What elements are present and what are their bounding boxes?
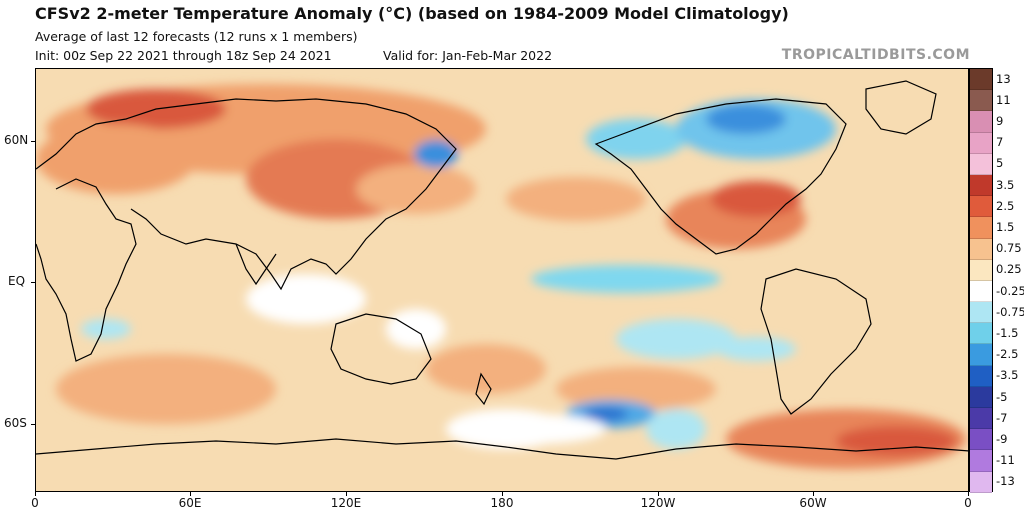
lon-label-60e: 60E [178, 496, 202, 510]
lat-label-eq: EQ [8, 274, 26, 288]
colorbar-swatch [970, 408, 992, 430]
colorbar-swatch [970, 471, 992, 493]
colorbar-label: 2.5 [996, 198, 1015, 213]
colorbar-label: -3.5 [996, 368, 1019, 383]
colorbar-label: -7 [996, 410, 1008, 425]
lat-label-60n: 60N [4, 133, 29, 147]
lon-tick-180 [502, 492, 503, 496]
valid-period: Valid for: Jan-Feb-Mar 2022 [383, 48, 553, 63]
lat-tick-60n [31, 141, 35, 142]
colorbar-label: 0.75 [996, 241, 1022, 256]
colorbar-swatch [970, 90, 992, 112]
colorbar-label: 9 [996, 114, 1004, 128]
anomaly-field [36, 69, 968, 491]
lon-label-0-right: 0 [964, 496, 972, 510]
init-time: Init: 00z Sep 22 2021 through 18z Sep 24… [35, 48, 332, 63]
colorbar-label: 13 [996, 71, 1011, 86]
colorbar-swatch [970, 429, 992, 451]
colorbar-swatch [970, 450, 992, 472]
colorbar-label: 7 [996, 135, 1004, 150]
colorbar-label: 1.5 [996, 220, 1015, 234]
colorbar-swatch [970, 174, 992, 197]
lon-tick-120w [658, 492, 659, 496]
lon-label-120w: 120W [640, 496, 676, 510]
lon-tick-60w [813, 492, 814, 496]
colorbar-swatch [970, 69, 992, 91]
lon-tick-120e [346, 492, 347, 496]
colorbar-label: -13 [996, 474, 1015, 489]
anomaly-blobs [36, 84, 966, 469]
colorbar-swatch [970, 302, 992, 324]
coastlines [36, 80, 968, 460]
colorbar-label: 3.5 [996, 177, 1015, 192]
anomaly-map [35, 68, 969, 492]
colorbar-swatch [970, 153, 992, 175]
colorbar-swatch [970, 196, 992, 218]
lon-label-120e: 120E [330, 496, 362, 510]
map-title: CFSv2 2-meter Temperature Anomaly (°C) (… [35, 4, 789, 23]
colorbar-label: -0.25 [996, 283, 1024, 298]
lon-tick-60e [190, 492, 191, 496]
colorbar-label: -11 [996, 453, 1015, 468]
lat-tick-60s [31, 424, 35, 425]
colorbar-label: -5 [996, 389, 1008, 404]
colorbar [969, 68, 993, 493]
colorbar-swatch [970, 132, 992, 154]
lat-label-60s: 60S [4, 416, 27, 430]
lon-label-0: 0 [31, 496, 39, 510]
colorbar-swatch [970, 238, 992, 260]
colorbar-label: 0.25 [996, 262, 1022, 277]
lon-label-60w: 60W [799, 496, 827, 510]
colorbar-label: -1.5 [996, 326, 1019, 340]
lon-label-180: 180 [490, 496, 514, 510]
colorbar-label: -2.5 [996, 347, 1019, 362]
lon-tick-0 [35, 492, 36, 496]
colorbar-swatch [970, 386, 992, 408]
colorbar-swatch [970, 365, 992, 387]
colorbar-label: 5 [996, 156, 1004, 171]
colorbar-swatch [970, 259, 992, 281]
colorbar-swatch [970, 111, 992, 133]
colorbar-swatch [970, 280, 992, 303]
colorbar-label: 11 [996, 92, 1011, 107]
lat-tick-eq [31, 282, 35, 283]
site-watermark: TROPICALTIDBITS.COM [781, 47, 970, 63]
colorbar-swatch [970, 217, 992, 239]
colorbar-swatch [970, 323, 992, 345]
colorbar-label: -0.75 [996, 304, 1024, 319]
map-subtitle: Average of last 12 forecasts (12 runs x … [35, 29, 358, 44]
lon-tick-0-right [968, 492, 969, 496]
colorbar-swatch [970, 344, 992, 366]
colorbar-label: -9 [996, 432, 1008, 446]
